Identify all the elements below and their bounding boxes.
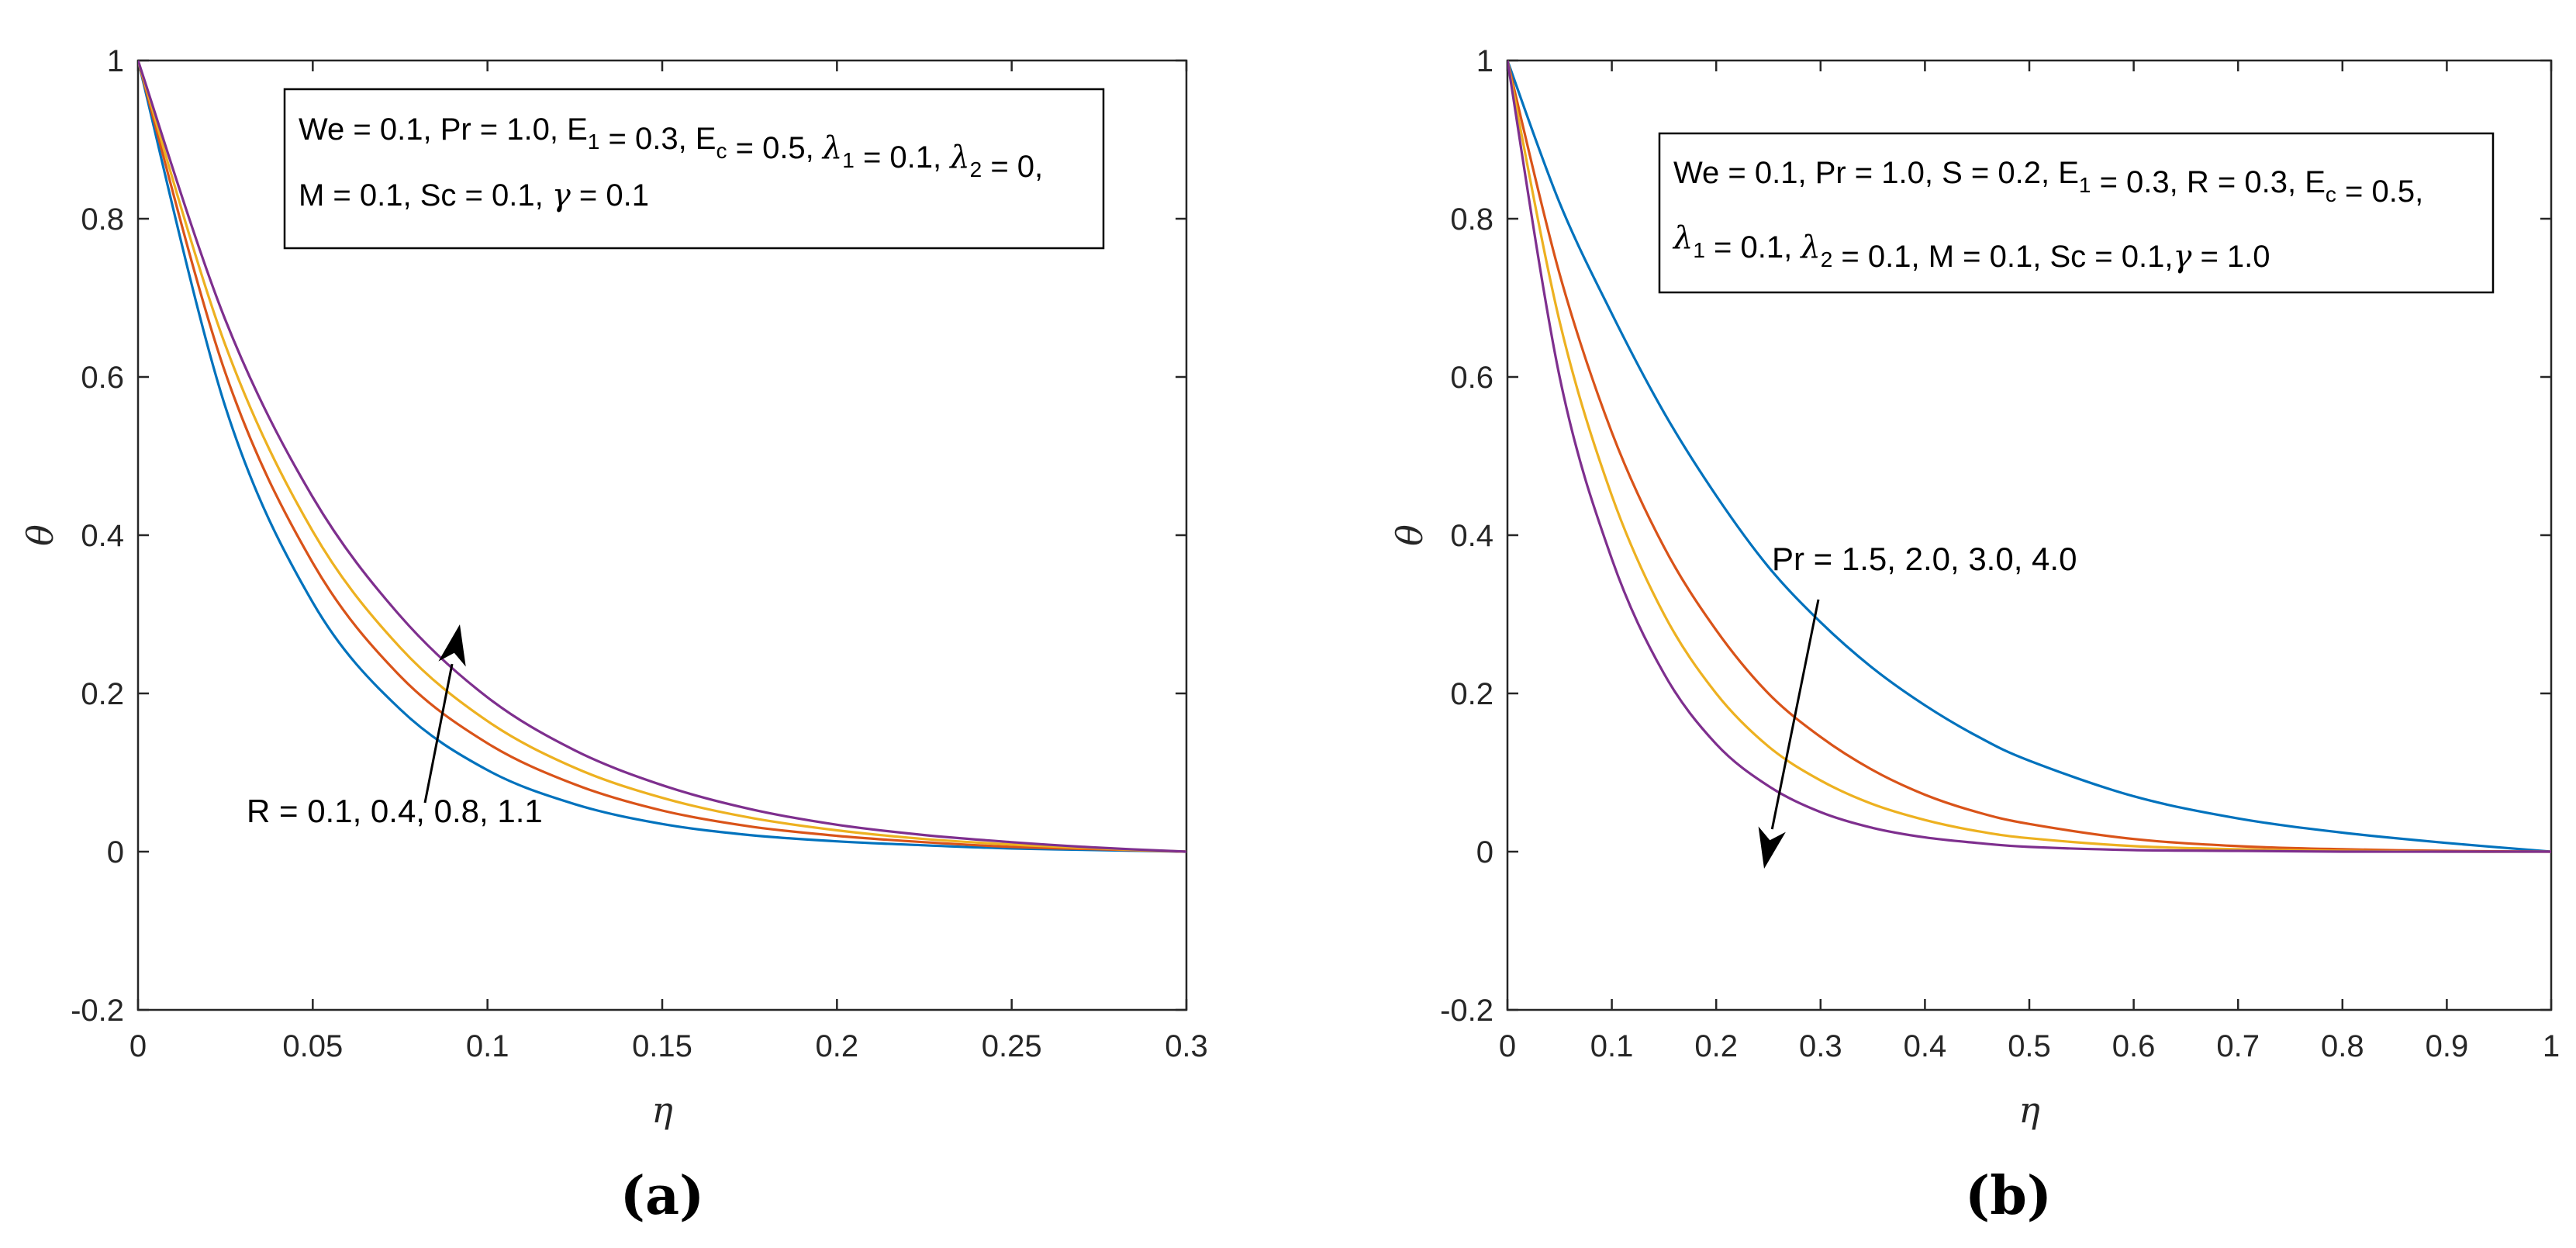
x-tick-label: 0.3 [1165,1029,1208,1063]
series-line-1 [1507,60,2551,853]
y-axis-label: θ [19,524,61,546]
x-tick-label: 0.15 [632,1029,692,1063]
y-tick-label: -0.2 [1440,994,1493,1028]
series-line-2 [1507,60,2551,853]
panel-b: 0 0.1 0.2 0.3 0.4 0.5 0.6 0.7 0.8 0.9 1-0.200.20.4… [1389,44,2560,1227]
x-tick-label: 0.3 [1799,1029,1842,1063]
x-tick-label: 0 [129,1029,147,1063]
x-tick-label: 0.1 [1590,1029,1634,1063]
y-tick-label: 0.4 [81,519,124,553]
series-line-3 [138,60,1186,853]
series-line-1 [138,60,1186,853]
parameter-box [1658,132,2495,294]
x-tick-label: 0.1 [466,1029,509,1063]
x-tick-label: 0.5 [2008,1029,2051,1063]
y-tick-label: 1 [107,44,124,78]
y-tick-label: 0.2 [81,677,124,711]
x-tick-label: 1 [2543,1029,2560,1063]
x-tick-label: 0.25 [982,1029,1042,1063]
y-tick-label: 0.6 [81,361,124,395]
x-tick-label: 0.6 [2112,1029,2156,1063]
y-tick-label: 0.8 [1450,202,1493,237]
x-tick-label: 0 [1499,1029,1516,1063]
x-axis-label: η [651,1089,673,1131]
annotation-arrowhead [438,624,466,667]
panel-a: 0 0.05 0.1 0.15 0.2 0.25 0.3-0.200.20.40.60.81… [19,44,1208,1227]
parameter-text-line-2: λ1 = 0.1, λ2 = 0.1, M = 0.1, Sc = 0.1,γ … [1672,220,2270,275]
x-tick-label: 0.4 [1904,1029,1947,1063]
y-tick-label: 0.2 [1450,677,1493,711]
x-tick-label: 0.2 [816,1029,859,1063]
panel-label: (b) [1965,1165,2052,1227]
annotation-arrowhead [1758,826,1786,869]
x-tick-label: 0.05 [282,1029,343,1063]
x-tick-label: 0.7 [2216,1029,2260,1063]
parameter-text-line-2: M = 0.1, Sc = 0.1, γ = 0.1 [299,178,649,213]
y-axis-label: θ [1389,524,1431,546]
parameter-annotation: R = 0.1, 0.4, 0.8, 1.1 [247,793,543,829]
y-tick-label: 0.8 [81,202,124,237]
x-tick-label: 0.9 [2426,1029,2469,1063]
annotation-arrow [1770,599,1820,830]
parameter-annotation: Pr = 1.5, 2.0, 3.0, 4.0 [1772,541,2077,577]
series-line-2 [138,60,1186,853]
parameter-text-line-1: We = 0.1, Pr = 1.0, S = 0.2, E1 = 0.3, R… [1673,156,2423,209]
x-tick-label: 0.8 [2321,1029,2364,1063]
series-line-4 [138,60,1186,853]
y-tick-label: 0.4 [1450,519,1493,553]
x-axis-label: η [2018,1089,2040,1131]
parameter-box [283,88,1105,250]
panel-label: (a) [620,1165,704,1227]
parameter-text-line-1: We = 0.1, Pr = 1.0, E1 = 0.3, Ec = 0.5, … [299,112,1043,184]
series-line-4 [1507,60,2551,853]
y-tick-label: 0 [107,835,124,869]
y-tick-label: -0.2 [71,994,124,1028]
x-tick-label: 0.2 [1694,1029,1738,1063]
y-tick-label: 0.6 [1450,361,1493,395]
y-tick-label: 1 [1476,44,1493,78]
annotation-arrow [423,663,454,804]
y-tick-label: 0 [1476,835,1493,869]
